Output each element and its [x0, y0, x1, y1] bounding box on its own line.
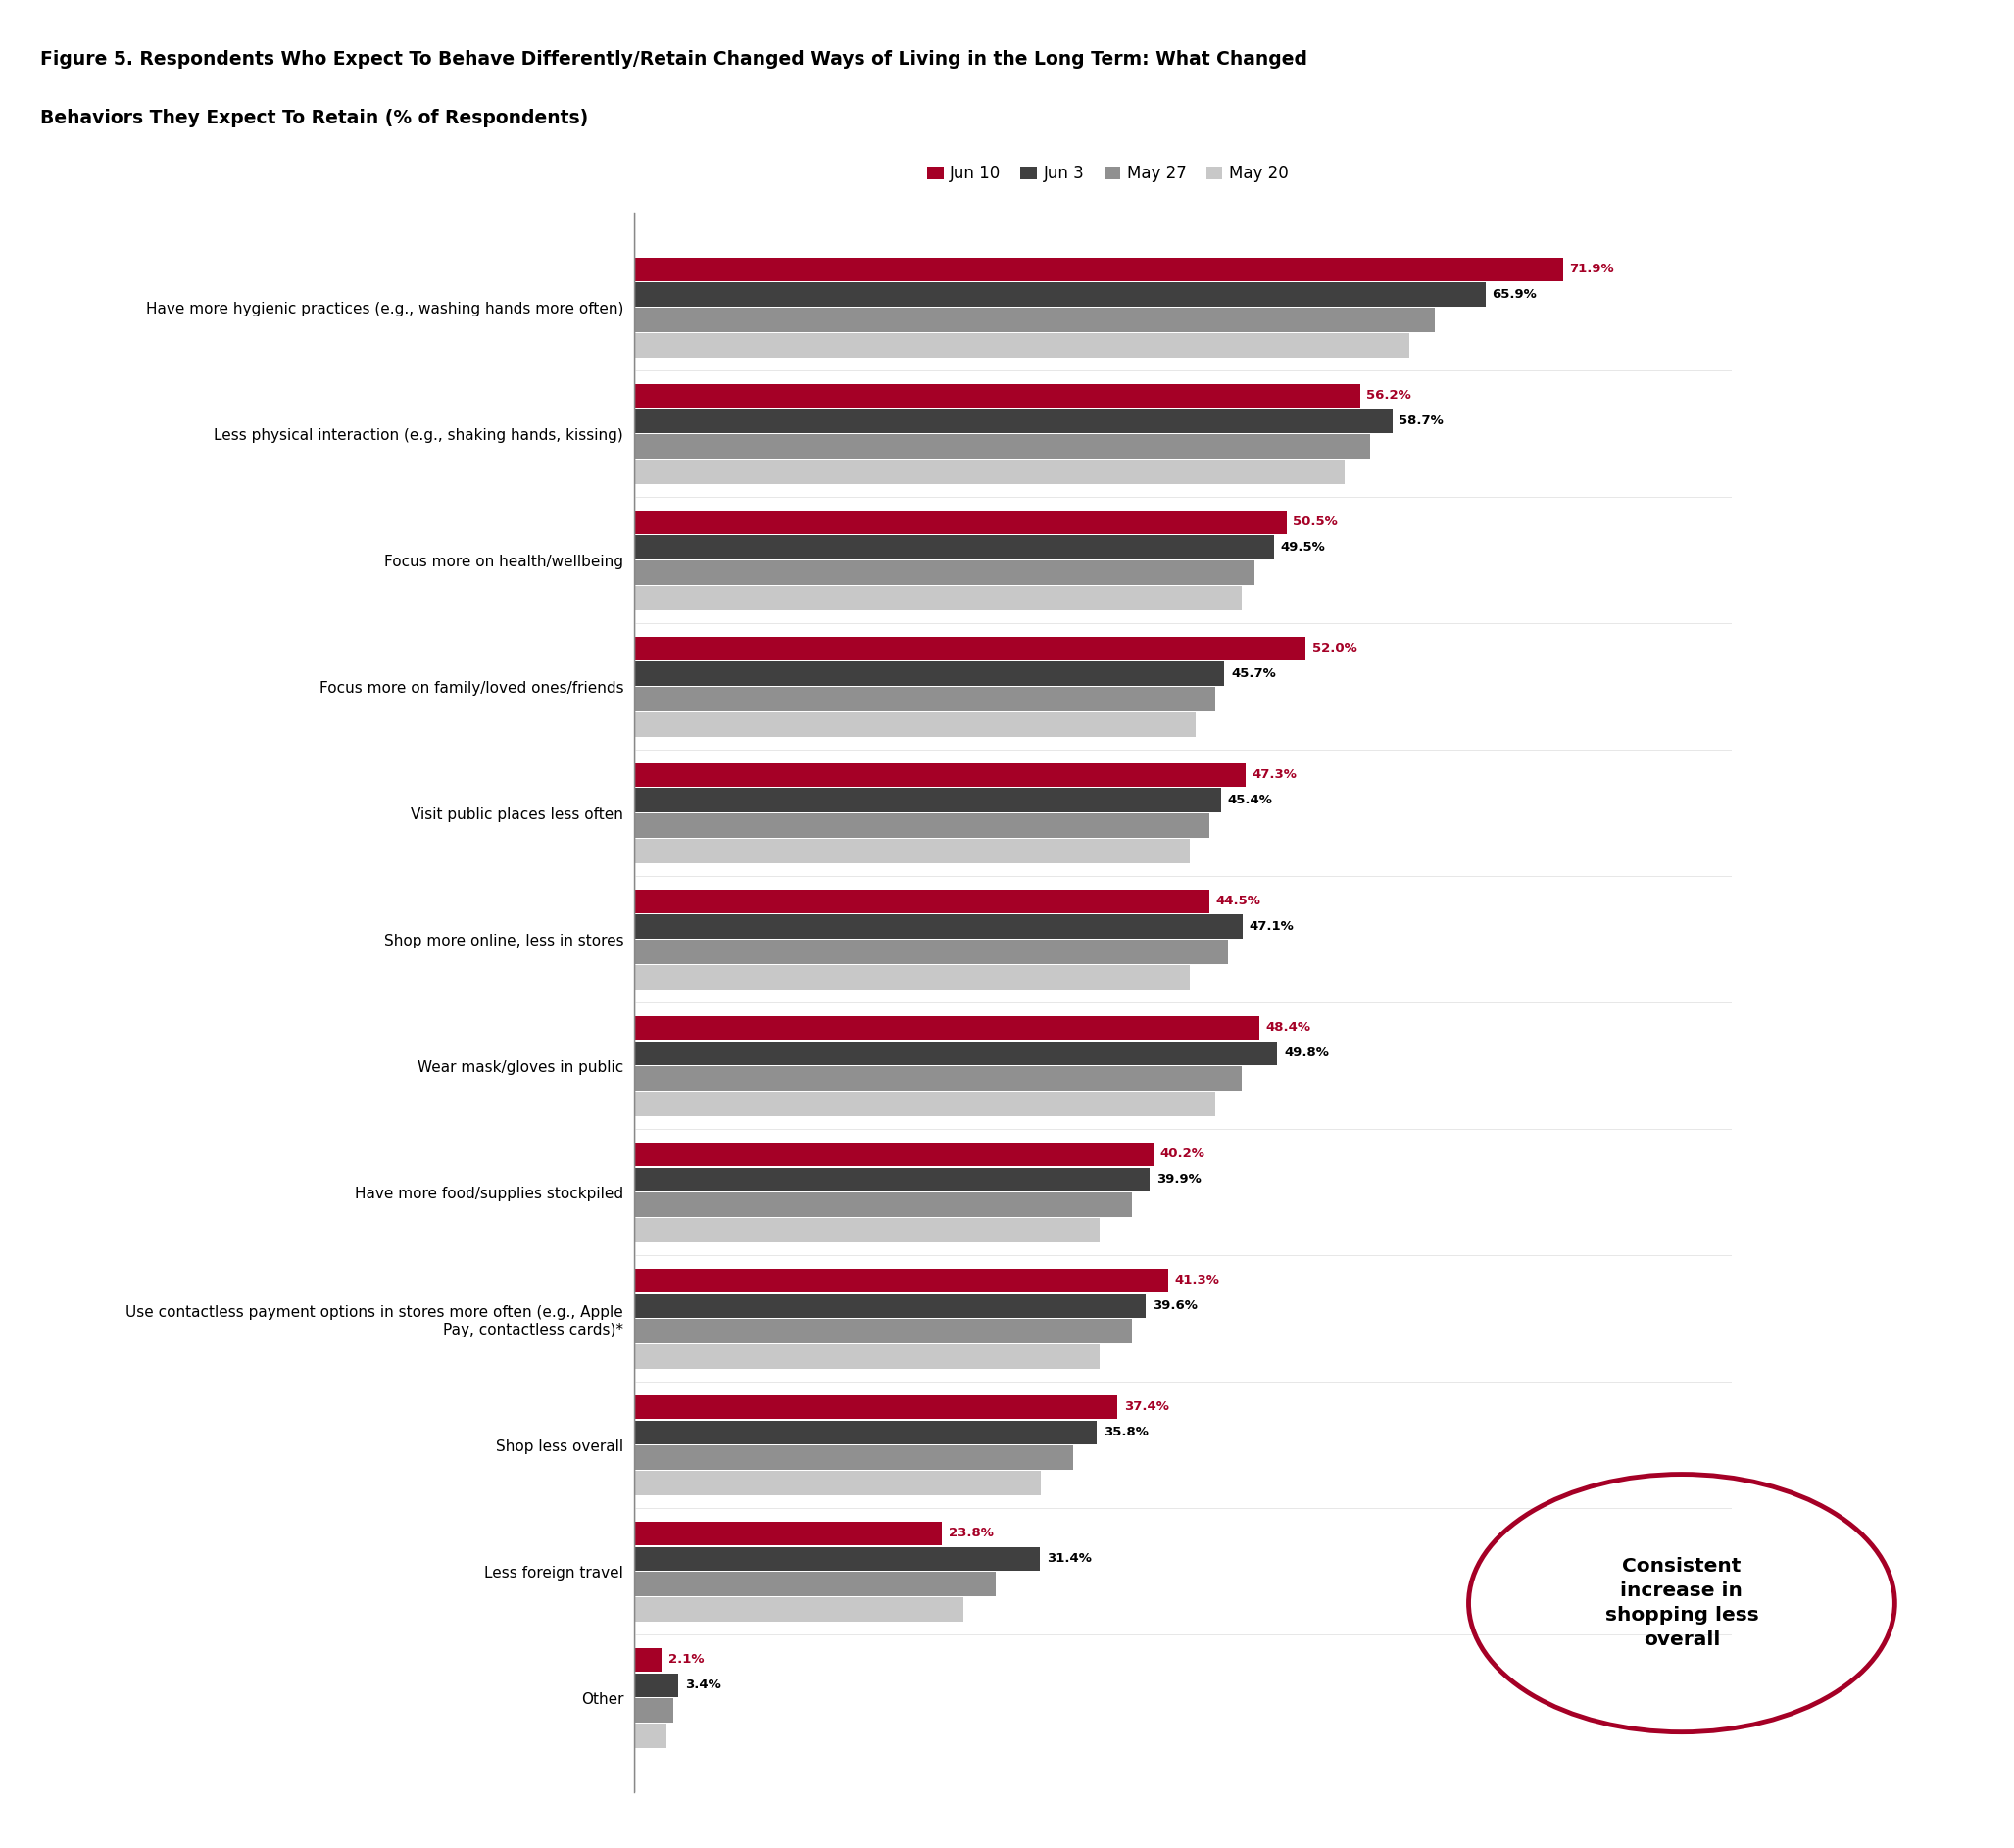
Text: 48.4%: 48.4% [1267, 1022, 1311, 1035]
Bar [634, 1345, 1100, 1369]
Bar [634, 586, 1241, 610]
Text: 37.4%: 37.4% [1124, 1401, 1168, 1414]
Text: 41.3%: 41.3% [1174, 1275, 1218, 1286]
Bar [634, 636, 1305, 660]
Bar [634, 965, 1190, 989]
Text: 35.8%: 35.8% [1104, 1427, 1148, 1440]
Bar [634, 1698, 673, 1722]
Bar [634, 460, 1345, 484]
Bar [634, 434, 1370, 458]
Text: 65.9%: 65.9% [1492, 288, 1537, 301]
Bar [634, 789, 1220, 813]
Bar [634, 813, 1208, 837]
Text: 47.3%: 47.3% [1251, 769, 1297, 782]
Text: 39.9%: 39.9% [1156, 1173, 1200, 1186]
Bar [634, 915, 1243, 939]
Bar [634, 1573, 997, 1597]
Bar [634, 1521, 943, 1545]
Bar [634, 333, 1410, 357]
Bar [634, 1421, 1098, 1445]
Bar [634, 1192, 1132, 1216]
Text: 49.8%: 49.8% [1285, 1046, 1329, 1059]
Bar [634, 1092, 1216, 1116]
Bar [634, 1471, 1041, 1495]
Text: 44.5%: 44.5% [1216, 894, 1261, 907]
Bar [634, 1547, 1039, 1571]
Bar [634, 1066, 1241, 1090]
Bar [634, 763, 1245, 787]
Text: Consistent
increase in
shopping less
overall: Consistent increase in shopping less ove… [1605, 1558, 1758, 1648]
Bar [634, 309, 1436, 333]
Text: 52.0%: 52.0% [1313, 643, 1357, 654]
Bar [634, 510, 1287, 534]
Bar [634, 1445, 1073, 1469]
Bar [634, 1218, 1100, 1242]
Bar [634, 536, 1273, 560]
Bar [634, 687, 1216, 711]
Text: 40.2%: 40.2% [1160, 1148, 1204, 1161]
Bar [634, 1268, 1168, 1292]
Text: 39.6%: 39.6% [1152, 1299, 1196, 1312]
Bar [634, 257, 1563, 281]
Bar [634, 889, 1208, 913]
Bar [634, 1294, 1146, 1318]
Bar [634, 662, 1225, 686]
Bar [634, 408, 1392, 432]
Bar [634, 1597, 965, 1621]
Bar [634, 1016, 1259, 1040]
Text: 2.1%: 2.1% [669, 1654, 703, 1667]
Bar [634, 1395, 1118, 1419]
Text: Behaviors They Expect To Retain (% of Respondents): Behaviors They Expect To Retain (% of Re… [40, 109, 588, 128]
Text: 56.2%: 56.2% [1368, 390, 1412, 403]
Bar [634, 1724, 667, 1748]
Bar [634, 839, 1190, 863]
Bar [634, 1168, 1150, 1192]
Text: 50.5%: 50.5% [1293, 516, 1337, 529]
Bar [634, 1672, 679, 1696]
Text: Figure 5. Respondents Who Expect To Behave Differently/Retain Changed Ways of Li: Figure 5. Respondents Who Expect To Beha… [40, 50, 1307, 68]
Bar [634, 1040, 1277, 1064]
Text: 45.7%: 45.7% [1231, 667, 1275, 680]
Bar [634, 1142, 1154, 1166]
Text: 71.9%: 71.9% [1569, 262, 1613, 275]
Text: 45.4%: 45.4% [1227, 795, 1273, 808]
Bar [634, 713, 1196, 737]
Bar [634, 560, 1255, 584]
Bar [634, 1319, 1132, 1343]
Bar [634, 1648, 661, 1672]
Text: 3.4%: 3.4% [685, 1678, 721, 1691]
Text: 47.1%: 47.1% [1249, 920, 1293, 933]
Text: 31.4%: 31.4% [1047, 1552, 1092, 1565]
Text: 23.8%: 23.8% [949, 1526, 993, 1539]
Bar [634, 283, 1486, 307]
Text: 58.7%: 58.7% [1400, 414, 1444, 427]
Legend: Jun 10, Jun 3, May 27, May 20: Jun 10, Jun 3, May 27, May 20 [920, 159, 1295, 188]
Bar [634, 384, 1359, 408]
Bar [634, 941, 1229, 965]
Text: 49.5%: 49.5% [1281, 541, 1325, 554]
